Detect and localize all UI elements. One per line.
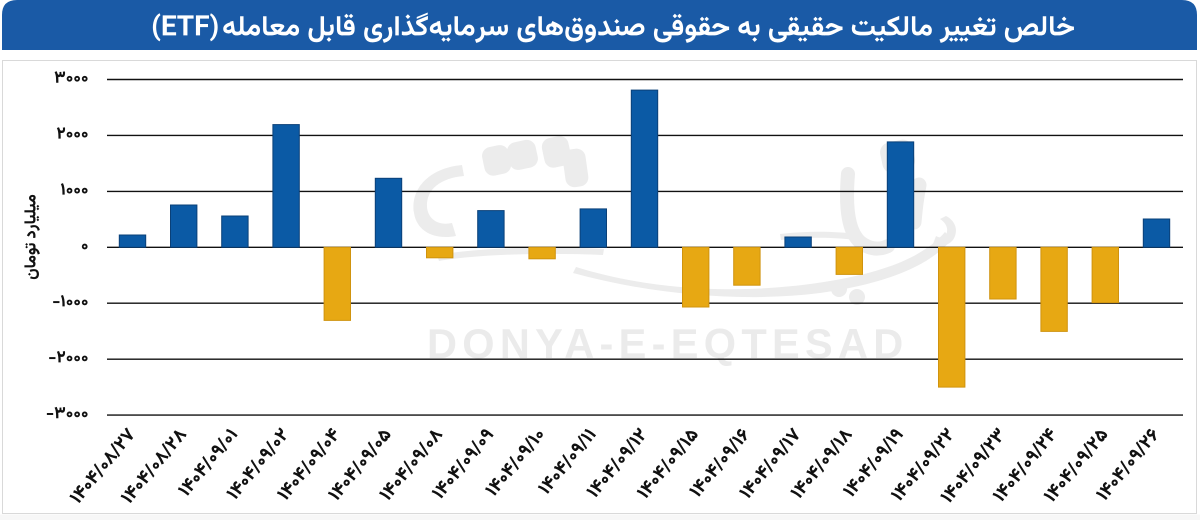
svg-text:DONYA-E-EQTESAD: DONYA-E-EQTESAD	[427, 320, 909, 367]
